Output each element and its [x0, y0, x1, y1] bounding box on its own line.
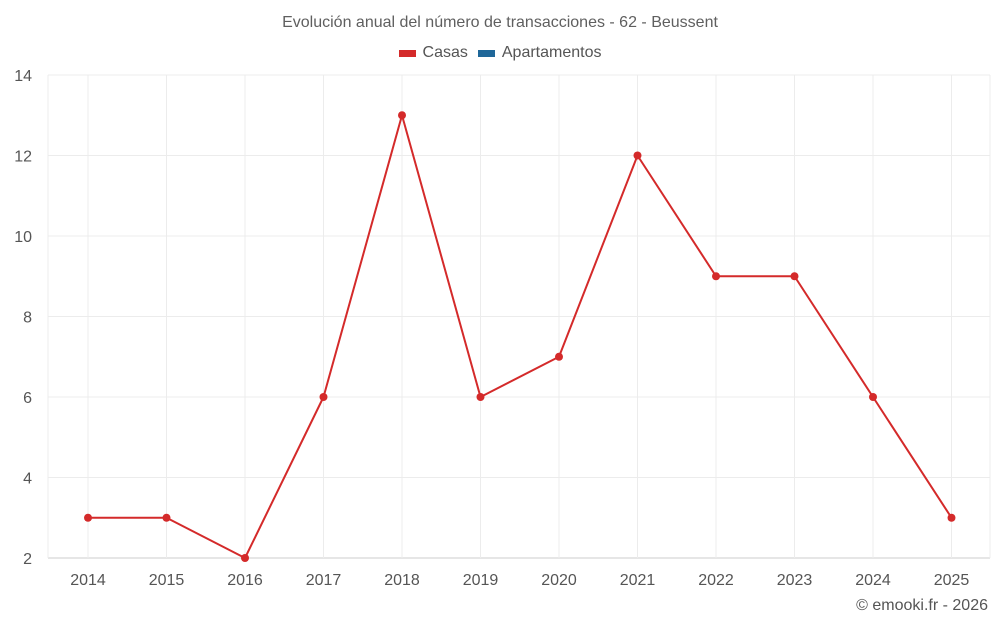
- x-tick-label: 2023: [777, 572, 813, 589]
- legend-swatch-casas: [398, 49, 416, 57]
- data-point[interactable]: [633, 151, 642, 160]
- x-tick-label: 2024: [855, 572, 891, 589]
- credit-text: © emooki.fr - 2026: [856, 597, 988, 614]
- legend-swatch-apartamentos: [477, 49, 495, 57]
- x-tick-label: 2020: [541, 572, 577, 589]
- chart-title: Evolución anual del número de transaccio…: [282, 14, 718, 31]
- data-point[interactable]: [869, 393, 877, 401]
- y-tick-label: 10: [14, 229, 32, 246]
- legend-item-apartamentos[interactable]: Apartamentos: [477, 44, 602, 62]
- legend-label-apartamentos: Apartamentos: [501, 44, 602, 61]
- x-tick-label: 2015: [149, 572, 185, 589]
- x-tick-label: 2021: [620, 572, 656, 589]
- x-tick-label: 2025: [934, 572, 970, 589]
- x-tick-label: 2014: [70, 572, 106, 589]
- y-tick-label: 8: [23, 310, 32, 327]
- x-tick-label: 2018: [384, 572, 420, 589]
- y-tick-label: 2: [23, 551, 32, 568]
- data-point[interactable]: [790, 272, 799, 281]
- x-tick-label: 2016: [227, 572, 263, 589]
- data-point[interactable]: [712, 272, 720, 281]
- data-point[interactable]: [84, 513, 92, 522]
- series-line-casas: [88, 114, 953, 559]
- data-point[interactable]: [555, 352, 563, 361]
- legend: Casas Apartamentos: [0, 44, 1000, 62]
- data-point[interactable]: [241, 554, 249, 562]
- data-point[interactable]: [319, 393, 328, 401]
- legend-item-casas[interactable]: Casas: [398, 44, 468, 62]
- data-point[interactable]: [398, 111, 406, 120]
- y-tick-label: 14: [14, 68, 32, 85]
- y-tick-label: 4: [23, 471, 32, 488]
- x-tick-label: 2019: [463, 572, 499, 589]
- data-point[interactable]: [162, 513, 171, 522]
- x-tick-label: 2017: [306, 572, 342, 589]
- data-point[interactable]: [947, 513, 956, 522]
- x-tick-label: 2022: [698, 572, 734, 589]
- legend-label-casas: Casas: [422, 44, 468, 61]
- y-tick-label: 6: [23, 390, 32, 407]
- data-point[interactable]: [476, 393, 485, 401]
- y-tick-label: 12: [14, 149, 32, 166]
